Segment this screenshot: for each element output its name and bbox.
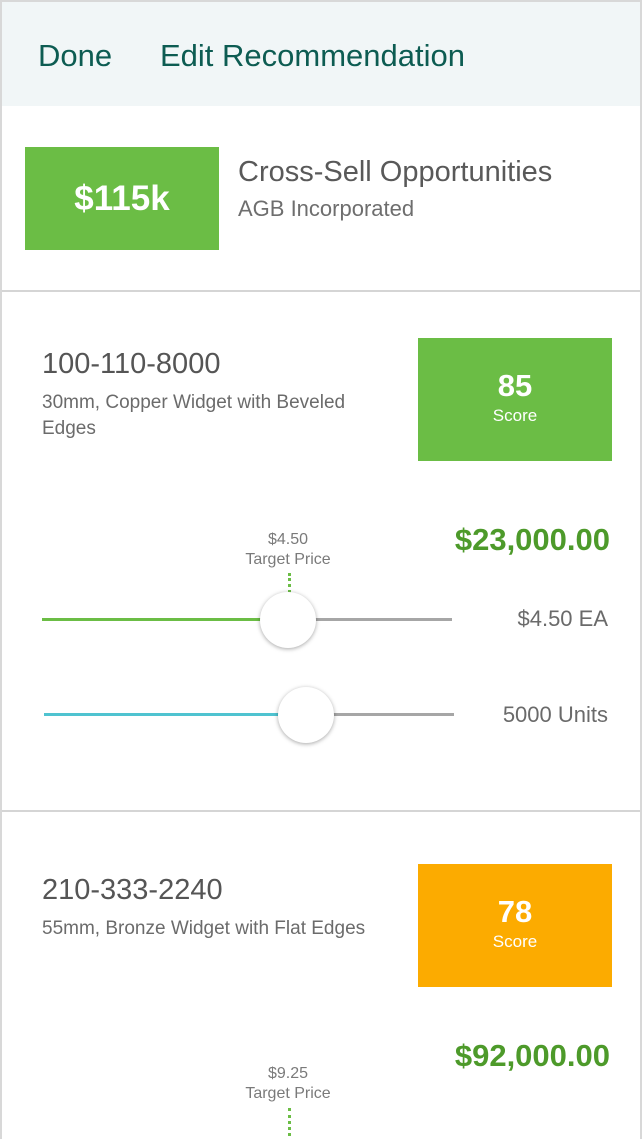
product-description: 55mm, Bronze Widget with Flat Edges <box>42 918 366 939</box>
page-title: Edit Recommendation <box>160 38 465 73</box>
price-slider[interactable] <box>42 590 452 650</box>
done-button[interactable]: Done <box>38 38 113 73</box>
summary-title: Cross-Sell Opportunities <box>238 156 553 188</box>
price-slider-thumb[interactable] <box>260 592 316 648</box>
score-label: Score <box>492 406 538 425</box>
score-value: 78 <box>497 894 533 929</box>
target-price-label: Target Price <box>245 1085 331 1102</box>
score-value: 85 <box>497 368 533 403</box>
price-slider-rest <box>288 618 452 621</box>
score-label: Score <box>492 932 538 951</box>
customer-name: AGB Incorporated <box>238 196 415 221</box>
quantity-value: 5000 Units <box>502 702 608 727</box>
total-opportunity-badge: $115k <box>25 147 219 250</box>
quantity-slider-fill <box>44 713 306 716</box>
quantity-slider-thumb[interactable] <box>278 687 334 743</box>
score-badge: 78 Score <box>418 864 612 987</box>
price-value: $4.50 EA <box>517 606 608 631</box>
product-sku: 210-333-2240 <box>42 874 223 906</box>
score-badge: 85 Score <box>418 338 612 461</box>
line-total: $23,000.00 <box>454 522 610 557</box>
product-sku: 100-110-8000 <box>42 348 221 380</box>
target-price-line <box>288 573 291 593</box>
opportunity-summary: $115k Cross-Sell Opportunities AGB Incor… <box>2 106 640 292</box>
target-price-marker: $4.50 Target Price <box>228 530 348 570</box>
target-price-line <box>288 1108 291 1139</box>
product-card: 100-110-8000 30mm, Copper Widget with Be… <box>2 292 640 812</box>
product-card: 210-333-2240 55mm, Bronze Widget with Fl… <box>2 812 640 1139</box>
quantity-slider[interactable] <box>44 685 454 745</box>
target-price-marker: $9.25 Target Price <box>228 1064 348 1104</box>
quantity-slider-rest <box>306 713 454 716</box>
target-price-label: Target Price <box>245 551 331 568</box>
price-slider-fill <box>42 618 288 621</box>
nav-header: Done Edit Recommendation <box>2 2 640 106</box>
target-price-value: $9.25 <box>267 1065 309 1082</box>
line-total: $92,000.00 <box>454 1038 610 1073</box>
target-price-value: $4.50 <box>267 531 309 548</box>
product-description: 30mm, Copper Widget with Beveled Edges <box>42 392 346 439</box>
